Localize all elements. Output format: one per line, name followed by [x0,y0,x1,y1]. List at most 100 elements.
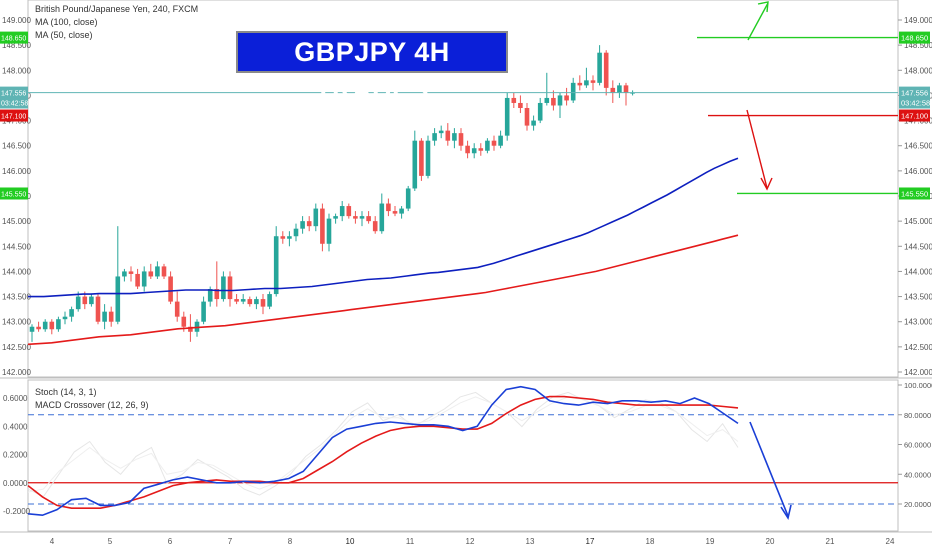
candle-up [287,236,292,239]
time-tick-label: 24 [886,537,895,546]
candle-down [247,299,253,305]
macd-tick-label: 0.2000 [3,451,28,460]
candle-up [75,296,81,310]
up-arrow-shaft [747,2,769,41]
price-tick-label-left: 143.000 [2,318,31,327]
price-tick-label: 149.000 [904,16,932,25]
candle-up [313,208,319,227]
price-tick-label: 143.500 [904,293,932,302]
candle-down [181,316,187,327]
macd-line [27,385,739,517]
candle-up [617,85,622,93]
candle-down [372,221,378,232]
price-tick-label: 148.500 [904,41,932,50]
candle-up [62,316,68,320]
stoch-k-line [27,391,739,498]
price-tick-label: 143.000 [904,318,932,327]
price-tick-label-left: 142.500 [2,343,31,352]
up-arrow-head [757,1,769,13]
candle-down [419,140,424,176]
candle-up [29,326,35,332]
time-tick-label: 18 [646,537,655,546]
candle-down [465,145,470,154]
candle-up [597,52,602,83]
down-arrow-head [760,177,773,191]
candle-down [306,221,312,227]
candle-up [584,80,589,86]
time-tick-label: 10 [346,537,355,546]
candle-down [49,321,55,330]
time-tick-label: 17 [586,537,595,546]
candle-down [148,271,154,277]
symbol-info: British Pound/Japanese Yen, 240, FXCM [35,4,199,14]
ma50-line [27,234,739,346]
price-tick-label: 144.500 [904,242,932,251]
price-tick-label: 144.000 [904,267,932,276]
candle-up [69,309,74,317]
candle-up [155,266,160,277]
candle-down [564,95,569,101]
stoch-d-line [27,396,739,493]
time-tick-label: 8 [288,537,293,546]
price-axis-badge [899,86,930,99]
price-tick-label: 145.000 [904,217,932,226]
chart-legend: British Pound/Japanese Yen, 240, FXCM MA… [35,3,198,42]
macd-tick-label: 0.4000 [3,422,28,431]
candle-up [115,276,121,322]
price-axis-badge [899,31,930,44]
candle-down [458,133,464,146]
title-banner: GBPJPY 4H TRADES [236,31,508,105]
candle-up [333,216,338,219]
ma50-label: MA (50, close) [35,30,93,40]
candle-up [221,276,226,300]
candle-up [89,296,94,305]
candle-down [511,97,517,103]
price-axis-badge-text: 145.550 [901,189,928,198]
ma100-line [28,157,739,298]
candle-up [141,271,147,287]
price-tick-label-left: 148.500 [2,41,31,50]
left-axis-badge [0,31,28,44]
price-tick-label-left: 146.000 [2,167,31,176]
price-axis-badge-text: 147.556 [901,89,928,98]
time-tick-label: 12 [466,537,475,546]
candle-up [254,299,259,305]
candle-down [280,236,286,239]
left-axis-badge-text: 148.650 [1,36,26,43]
candle-down [234,299,239,302]
stoch-tick-label: 40.0000 [904,470,931,479]
candle-down [135,273,140,287]
price-tick-label: 142.000 [904,368,932,377]
left-axis-badge [0,109,28,122]
candle-up [531,120,536,126]
candle-up [379,203,385,232]
candle-up [412,140,418,189]
candle-down [445,130,451,141]
candle-up [240,299,246,302]
candle-down [188,326,193,332]
candle-up [570,82,576,101]
time-tick-label: 13 [526,537,535,546]
candle-down [603,52,609,88]
candle-up [537,102,543,121]
indicator-legend: Stoch (14, 3, 1) MACD Crossover (12, 26,… [35,386,149,412]
stoch-tick-label: 100.0000 [904,381,932,390]
left-axis-badge [0,187,28,200]
time-tick-label: 5 [108,537,113,546]
left-axis-badge [0,96,28,109]
left-axis-badge-text: 03:42:58 [1,100,28,107]
candle-up [273,236,279,295]
time-tick-label: 20 [766,537,775,546]
stoch-label: Stoch (14, 3, 1) [35,387,97,397]
candle-up [471,148,477,154]
candle-down [623,85,629,93]
time-tick-label: 7 [228,537,233,546]
price-axis-badge [899,96,930,109]
candle-up [485,140,490,151]
time-tick-label: 11 [406,537,415,546]
down-arrow-shaft [746,109,768,189]
time-tick-label: 6 [168,537,173,546]
candle-down [353,216,358,219]
macd-signal-line [27,395,739,509]
